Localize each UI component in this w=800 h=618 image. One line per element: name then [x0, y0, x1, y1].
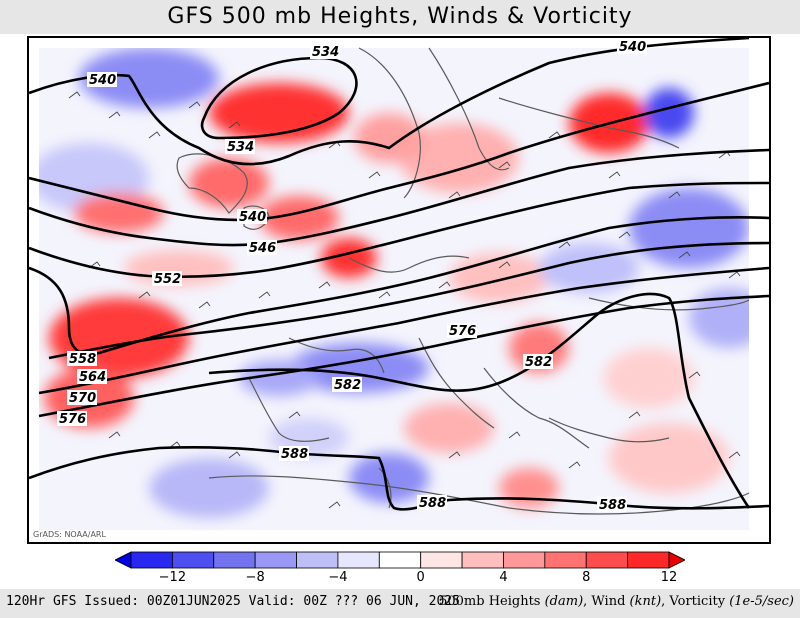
footer-label-heights: 500mb Heights	[439, 594, 545, 609]
colorbar-swatch	[213, 551, 256, 569]
contour-label-588-mid: 588	[419, 496, 446, 511]
contour-label-558: 558	[69, 352, 96, 367]
contour-label-576-left: 576	[59, 412, 86, 427]
contour-label-534-top: 534	[312, 45, 339, 60]
map-panel: 534 534 540 540 540 546 552 558 564 570 …	[27, 36, 771, 544]
colorbar-low-arrow	[115, 551, 132, 569]
footer-field-info: 500mb Heights (dam), Wind (knt), Vortici…	[439, 594, 794, 609]
footer-run-info: 120Hr GFS Issued: 00Z01JUN2025 Valid: 00…	[6, 594, 460, 609]
colorbar-tick-label: 0	[416, 570, 425, 585]
colorbar-swatch	[171, 551, 215, 569]
colorbar-swatch	[130, 551, 173, 569]
colorbar-swatch	[378, 551, 422, 569]
colorbar-swatch	[337, 551, 380, 569]
contour-label-546: 546	[249, 241, 276, 256]
colorbar-svg	[115, 551, 685, 569]
vorticity-colorbar	[115, 551, 685, 569]
map-title: GFS 500 mb Heights, Winds & Vorticity	[0, 0, 800, 34]
colorbar-tick-label: −8	[245, 570, 265, 585]
map-canvas: 534 534 540 540 540 546 552 558 564 570 …	[29, 38, 769, 542]
contour-label-540-right: 540	[619, 40, 646, 55]
contour-label-588-left: 588	[281, 447, 308, 462]
footer-unit-wind: (knt)	[629, 594, 662, 609]
colorbar-swatch	[544, 551, 587, 569]
contour-label-588-right: 588	[599, 498, 626, 513]
contour-label-570: 570	[69, 391, 96, 406]
colorbar-tick-label: 8	[582, 570, 591, 585]
footer-label-vorticity: , Vorticity	[661, 594, 730, 609]
colorbar-tick-label: 4	[499, 570, 508, 585]
colorbar-swatch	[420, 551, 463, 569]
contour-label-582-left: 582	[334, 378, 361, 393]
colorbar-swatch	[585, 551, 629, 569]
coastlines	[176, 47, 750, 515]
colorbar-swatch	[503, 551, 546, 569]
colorbar-swatch	[627, 551, 670, 569]
colorbar-tick-label: 12	[660, 570, 678, 585]
footer-unit-heights: (dam)	[544, 594, 584, 609]
contour-label-576-right: 576	[449, 324, 476, 339]
contour-label-582-right: 582	[525, 355, 552, 370]
footer-unit-vorticity: (1e-5/sec)	[729, 594, 794, 609]
colorbar-high-arrow	[668, 551, 685, 569]
contour-label-552: 552	[154, 272, 181, 287]
colorbar-swatch	[296, 551, 339, 569]
credit-text: GrADS: NOAA/ARL	[33, 530, 106, 539]
colorbar-tick-label: −12	[158, 570, 187, 585]
contour-label-564: 564	[79, 370, 106, 385]
colorbar-swatch	[461, 551, 504, 569]
contour-label-540-mid: 540	[239, 210, 266, 225]
colorbar-swatch	[254, 551, 297, 569]
colorbar-tick-label: −4	[328, 570, 348, 585]
height-contours	[29, 38, 769, 511]
contour-label-534-bottom: 534	[227, 140, 254, 155]
contour-label-540-left: 540	[89, 73, 116, 88]
footer-label-wind: , Wind	[583, 594, 630, 609]
contour-labels: 534 534 540 540 540 546 552 558 564 570 …	[57, 39, 647, 513]
footer-bar: 120Hr GFS Issued: 00Z01JUN2025 Valid: 00…	[0, 589, 800, 618]
